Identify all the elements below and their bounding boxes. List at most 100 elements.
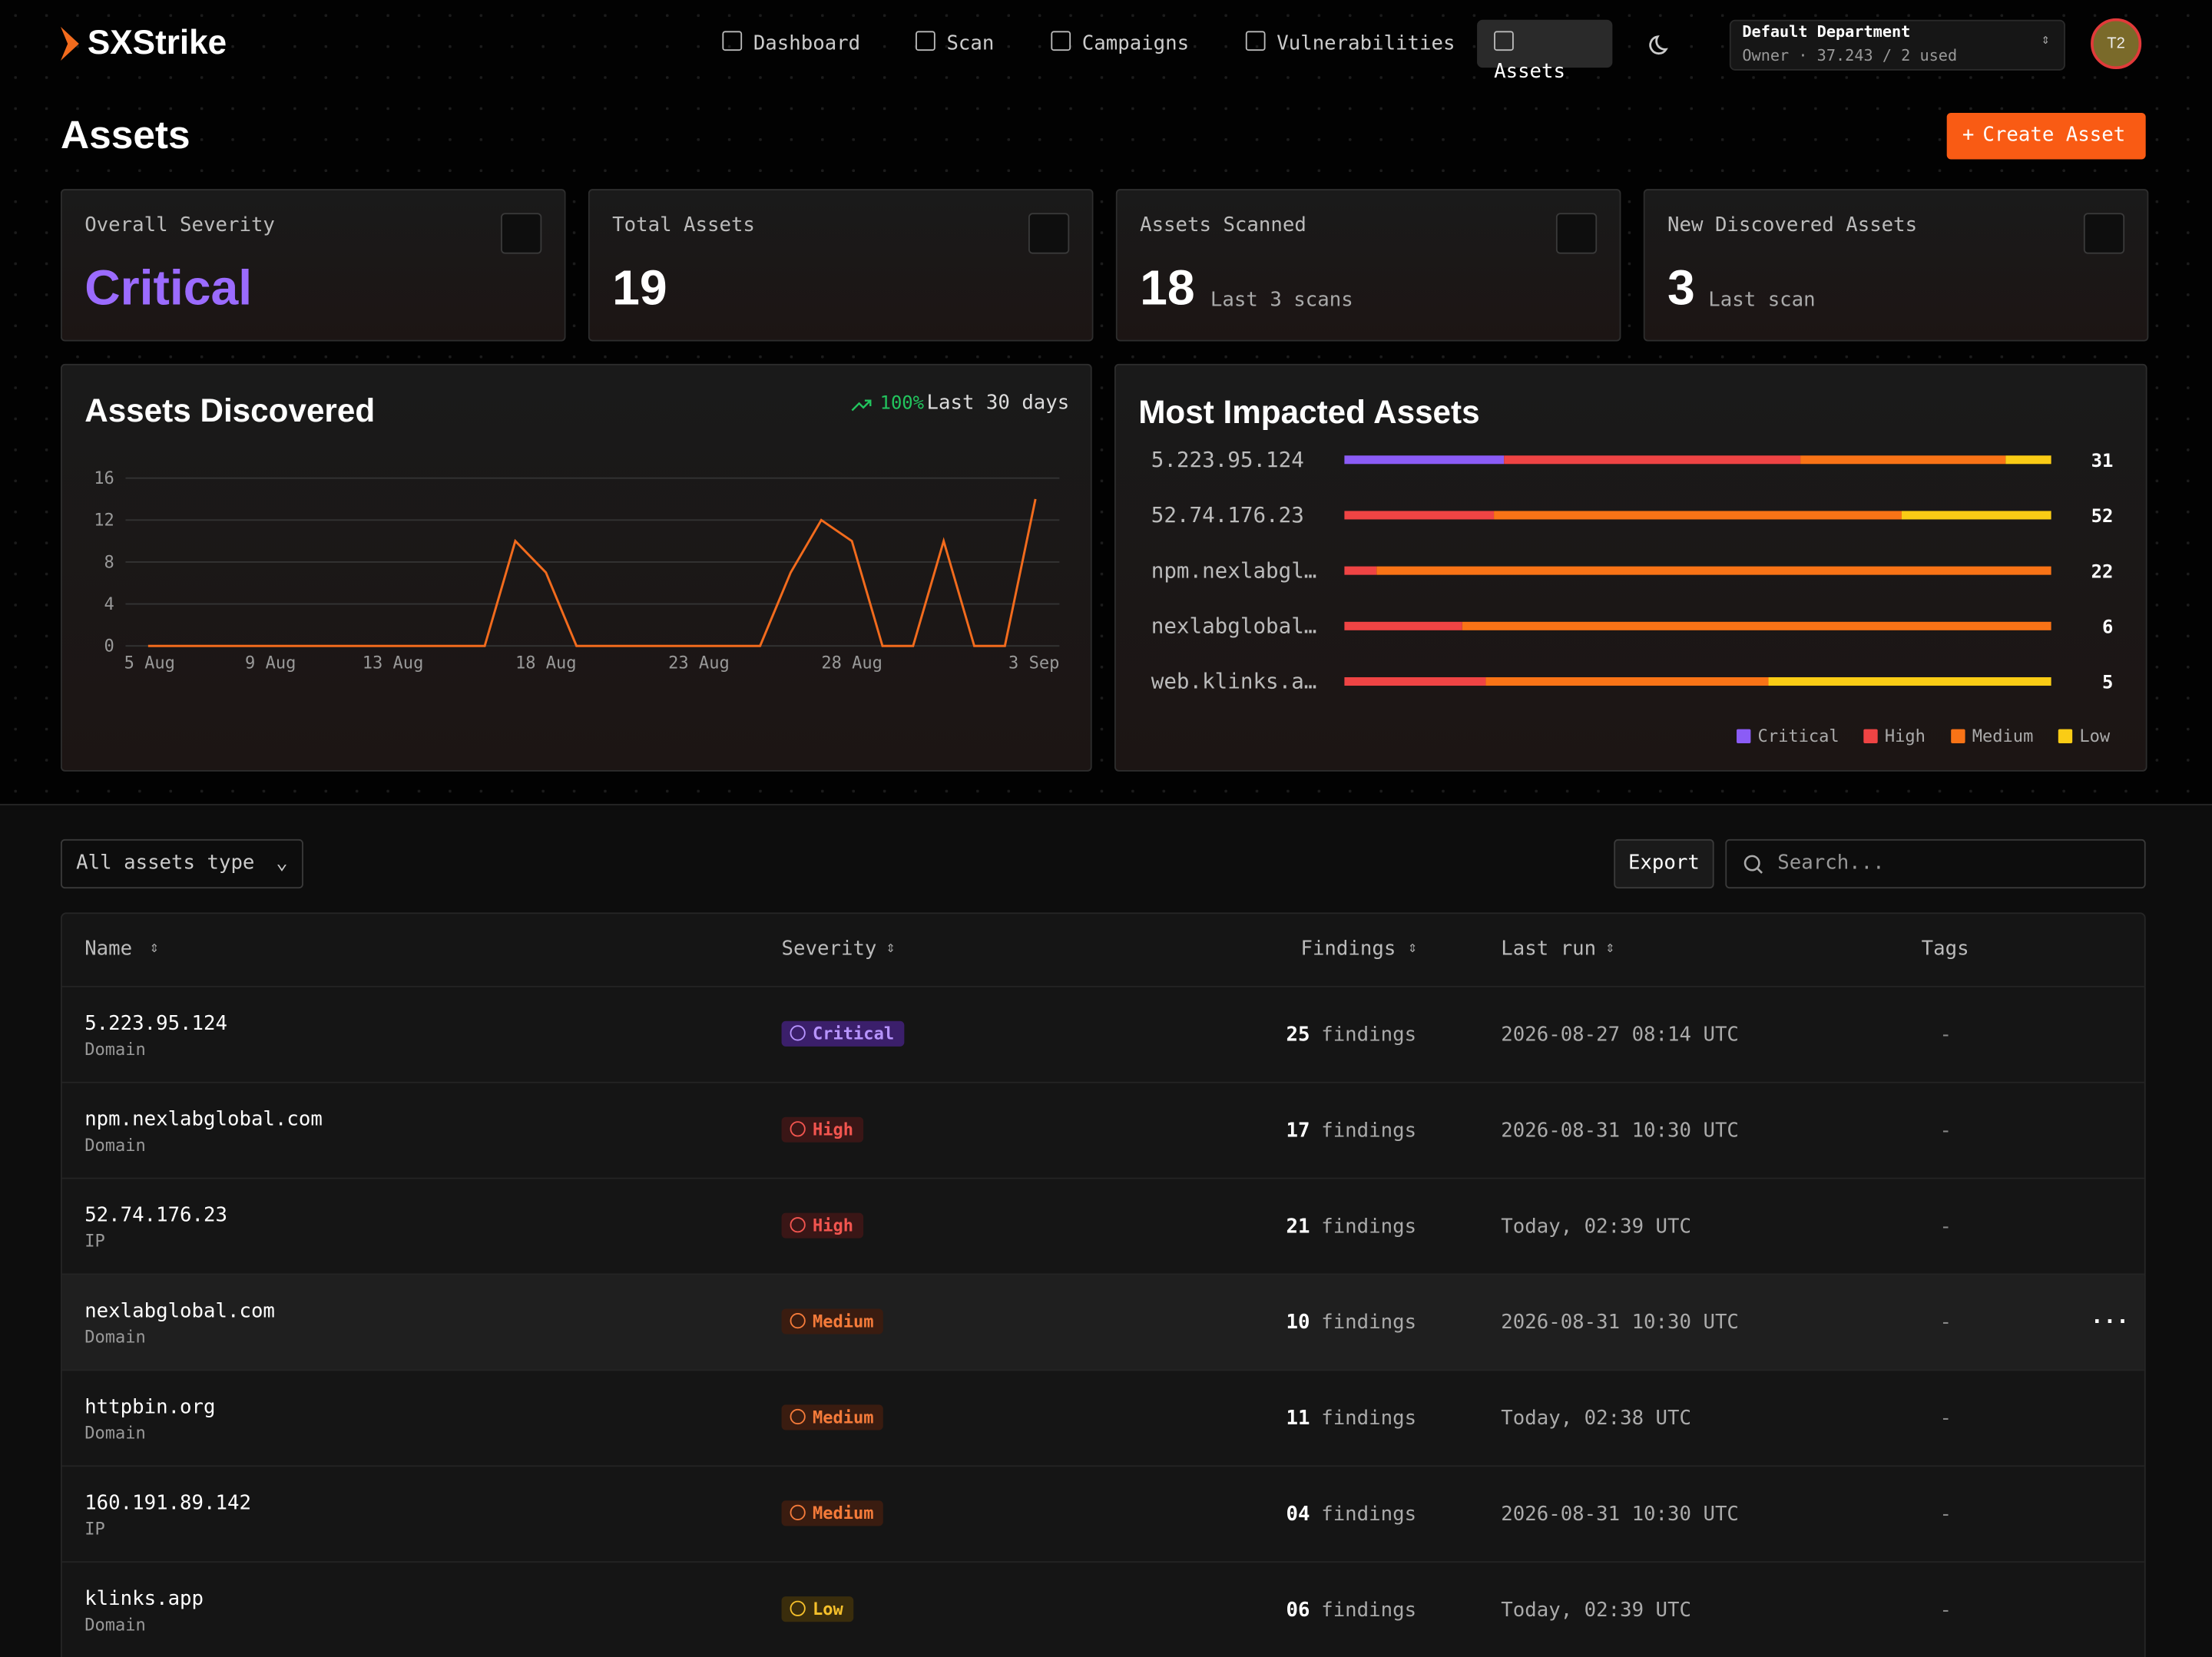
asset-name: httpbin.org bbox=[84, 1396, 216, 1419]
legend-label: Critical bbox=[1758, 727, 1839, 746]
bar-segment bbox=[1485, 677, 1769, 686]
department-select[interactable]: Default Department Owner · 37.243 / 2 us… bbox=[1729, 19, 2065, 71]
stat-icon bbox=[501, 213, 542, 254]
severity-icon bbox=[790, 1217, 806, 1233]
findings-unit: findings bbox=[1321, 1024, 1417, 1047]
nav-item[interactable]: Dashboard bbox=[705, 30, 877, 78]
button-label: Create Asset bbox=[1982, 124, 2126, 147]
nav-label: Dashboard bbox=[753, 32, 861, 55]
tags: - bbox=[1939, 1599, 1952, 1622]
asset-name: 5.223.95.124 bbox=[84, 1012, 228, 1036]
severity-label: Medium bbox=[812, 1311, 874, 1331]
bar-chart-card: Most Impacted Assets 5.223.95.124 31 52.74.… bbox=[1114, 363, 2147, 772]
findings-unit: findings bbox=[1321, 1311, 1417, 1335]
stat-note: Last 3 scans bbox=[1210, 289, 1353, 312]
category-label: npm.nexlabgl… bbox=[1151, 558, 1317, 583]
asset-type: Domain bbox=[84, 1423, 146, 1443]
severity-icon bbox=[790, 1408, 806, 1425]
stat-value: 18 bbox=[1140, 260, 1195, 316]
theme-toggle[interactable] bbox=[1647, 32, 1673, 58]
bar-segment bbox=[1344, 677, 1486, 686]
x-tick-label: 13 Aug bbox=[363, 654, 424, 673]
create-asset-button[interactable]: + Create Asset bbox=[1946, 112, 2146, 160]
column-header[interactable]: Last run bbox=[1501, 938, 1597, 961]
findings-count: 25 bbox=[1286, 1024, 1310, 1047]
findings: 04 findings bbox=[1286, 1503, 1417, 1526]
asset-type: Domain bbox=[84, 1135, 146, 1156]
nav-icon bbox=[722, 31, 743, 51]
logo-icon bbox=[60, 26, 79, 61]
severity-label: High bbox=[812, 1120, 854, 1140]
severity-icon bbox=[790, 1504, 806, 1521]
tags: - bbox=[1939, 1407, 1952, 1430]
bar-segment bbox=[1494, 511, 1902, 520]
stat-value: 3 bbox=[1667, 260, 1695, 316]
category-label: 52.74.176.23 bbox=[1151, 503, 1304, 528]
column-header: Tags bbox=[1921, 938, 1969, 961]
total-label: 5 bbox=[2102, 672, 2113, 693]
bar-segment bbox=[1344, 511, 1495, 520]
row-actions[interactable]: ··· bbox=[2091, 1308, 2129, 1335]
findings: 10 findings bbox=[1286, 1311, 1417, 1334]
asset-name: npm.nexlabglobal.com bbox=[84, 1108, 323, 1132]
table-row[interactable]: 5.223.95.124 Domain Critical 25 findings 2026… bbox=[61, 985, 2144, 1082]
sort-icon: ⇕ bbox=[149, 938, 159, 957]
sort-icon: ⇕ bbox=[886, 938, 896, 957]
nav-icon bbox=[916, 31, 935, 51]
asset-type: Domain bbox=[84, 1615, 146, 1635]
legend-swatch bbox=[1863, 729, 1878, 743]
filter-label: All assets type bbox=[76, 852, 255, 875]
y-tick-label: 8 bbox=[104, 553, 114, 572]
search-input[interactable]: Search... bbox=[1725, 838, 2146, 889]
y-tick-label: 4 bbox=[104, 595, 114, 614]
findings-unit: findings bbox=[1321, 1503, 1417, 1526]
last-run: Today, 02:38 UTC bbox=[1501, 1407, 1691, 1430]
stat-card: Overall Severity Critical bbox=[60, 189, 566, 342]
legend-swatch bbox=[1951, 729, 1965, 743]
column-header[interactable]: Findings bbox=[1300, 938, 1396, 961]
last-run: 2026-08-31 10:30 UTC bbox=[1501, 1311, 1739, 1335]
asset-type-filter[interactable]: All assets type ⌄ bbox=[60, 838, 303, 889]
table-row[interactable]: httpbin.org Domain Medium 11 findings Today, … bbox=[61, 1369, 2144, 1465]
avatar[interactable]: T2 bbox=[2091, 18, 2142, 70]
findings-count: 21 bbox=[1286, 1215, 1310, 1239]
nav-item[interactable]: Campaigns bbox=[1034, 30, 1206, 78]
asset-name: 160.191.89.142 bbox=[84, 1492, 251, 1515]
table-row[interactable]: 52.74.176.23 IP High 21 findings Today, 02:39… bbox=[61, 1177, 2144, 1274]
stat-icon bbox=[1028, 213, 1070, 254]
stat-icon bbox=[1555, 213, 1598, 254]
table-row[interactable]: klinks.app Domain Low 06 findings Today, 02:3… bbox=[61, 1561, 2144, 1657]
nav-item[interactable]: Vulnerabilities bbox=[1229, 30, 1472, 78]
bar-segment bbox=[1462, 621, 2051, 630]
tags: - bbox=[1939, 1024, 1952, 1047]
chevron: ⇕ bbox=[2041, 32, 2050, 48]
severity-icon bbox=[790, 1121, 806, 1137]
bar-segment bbox=[1504, 455, 1801, 465]
bar-segment bbox=[1344, 621, 1462, 630]
legend-swatch bbox=[2058, 729, 2073, 743]
column-header[interactable]: Severity bbox=[781, 938, 877, 961]
x-tick-label: 23 Aug bbox=[668, 654, 730, 673]
bar-segment bbox=[1768, 677, 2051, 686]
findings: 06 findings bbox=[1286, 1599, 1417, 1622]
table-row[interactable]: 160.191.89.142 IP Medium 04 findings 2026-08-… bbox=[61, 1465, 2144, 1561]
stat-label: Overall Severity bbox=[84, 214, 275, 237]
legend-label: High bbox=[1885, 727, 1926, 746]
x-tick-label: 28 Aug bbox=[821, 654, 882, 673]
assets-table: Name ⇕ Severity ⇕ Findings ⇕ Last run ⇕ Tags 5.22… bbox=[60, 912, 2146, 1657]
stat-icon bbox=[2083, 213, 2125, 254]
table-row[interactable]: npm.nexlabglobal.com Domain High 17 findings… bbox=[61, 1081, 2144, 1178]
sort-icon: ⇕ bbox=[1605, 938, 1615, 957]
asset-name: nexlabglobal.com bbox=[84, 1300, 275, 1323]
y-tick-label: 0 bbox=[104, 637, 114, 657]
severity-badge: High bbox=[781, 1212, 863, 1239]
table-row[interactable]: nexlabglobal.com Domain Medium 10 findings 20… bbox=[61, 1273, 2144, 1370]
nav-label: Campaigns bbox=[1081, 32, 1190, 55]
asset-name: klinks.app bbox=[84, 1588, 204, 1611]
nav-item[interactable]: Assets bbox=[1477, 19, 1613, 83]
column-header[interactable]: Name bbox=[84, 938, 133, 961]
export-button[interactable]: Export bbox=[1614, 838, 1714, 889]
asset-type: IP bbox=[84, 1519, 105, 1539]
nav-item[interactable]: Scan bbox=[899, 30, 1011, 78]
